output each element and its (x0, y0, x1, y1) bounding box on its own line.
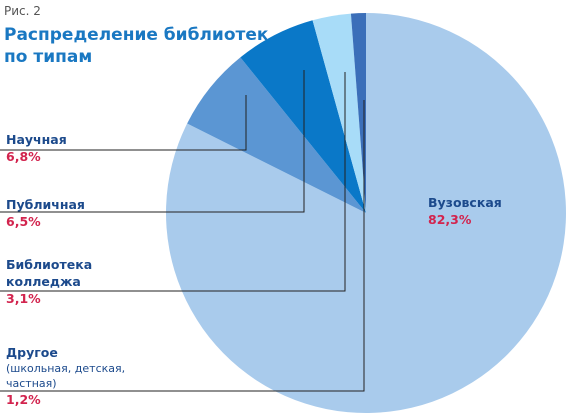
value-label: 82,3% (428, 212, 472, 227)
leader-line (0, 100, 365, 392)
category-name: Научная (6, 132, 67, 147)
slice-label: Библиотека колледжа 3,1% (6, 256, 106, 307)
category-note: (школьная, детская, частная) (6, 362, 126, 390)
slice-label: Научная 6,8% (6, 131, 166, 165)
leader-line (0, 72, 346, 292)
value-label: 3,1% (6, 291, 41, 306)
leader-line (0, 70, 305, 213)
category-name: Библиотека колледжа (6, 257, 93, 289)
pie-slice (350, 13, 366, 213)
value-label: 1,2% (6, 392, 41, 407)
value-label: 6,5% (6, 214, 41, 229)
value-label: 6,8% (6, 149, 41, 164)
pie-slice (312, 13, 366, 214)
category-name: Другое (6, 345, 58, 360)
slice-label: Публичная 6,5% (6, 196, 166, 230)
slice-label: Другое (школьная, детская, частная) 1,2% (6, 344, 166, 408)
category-name: Вузовская (428, 195, 502, 210)
chart-title: Распределение библиотек по типам (4, 25, 269, 67)
pie-slice (240, 20, 366, 213)
category-name: Публичная (6, 197, 85, 212)
figure-label: Рис. 2 (4, 4, 41, 18)
leader-line (0, 95, 247, 151)
pie-slice (187, 57, 366, 213)
slice-label: Вузовская 82,3% (428, 194, 570, 228)
